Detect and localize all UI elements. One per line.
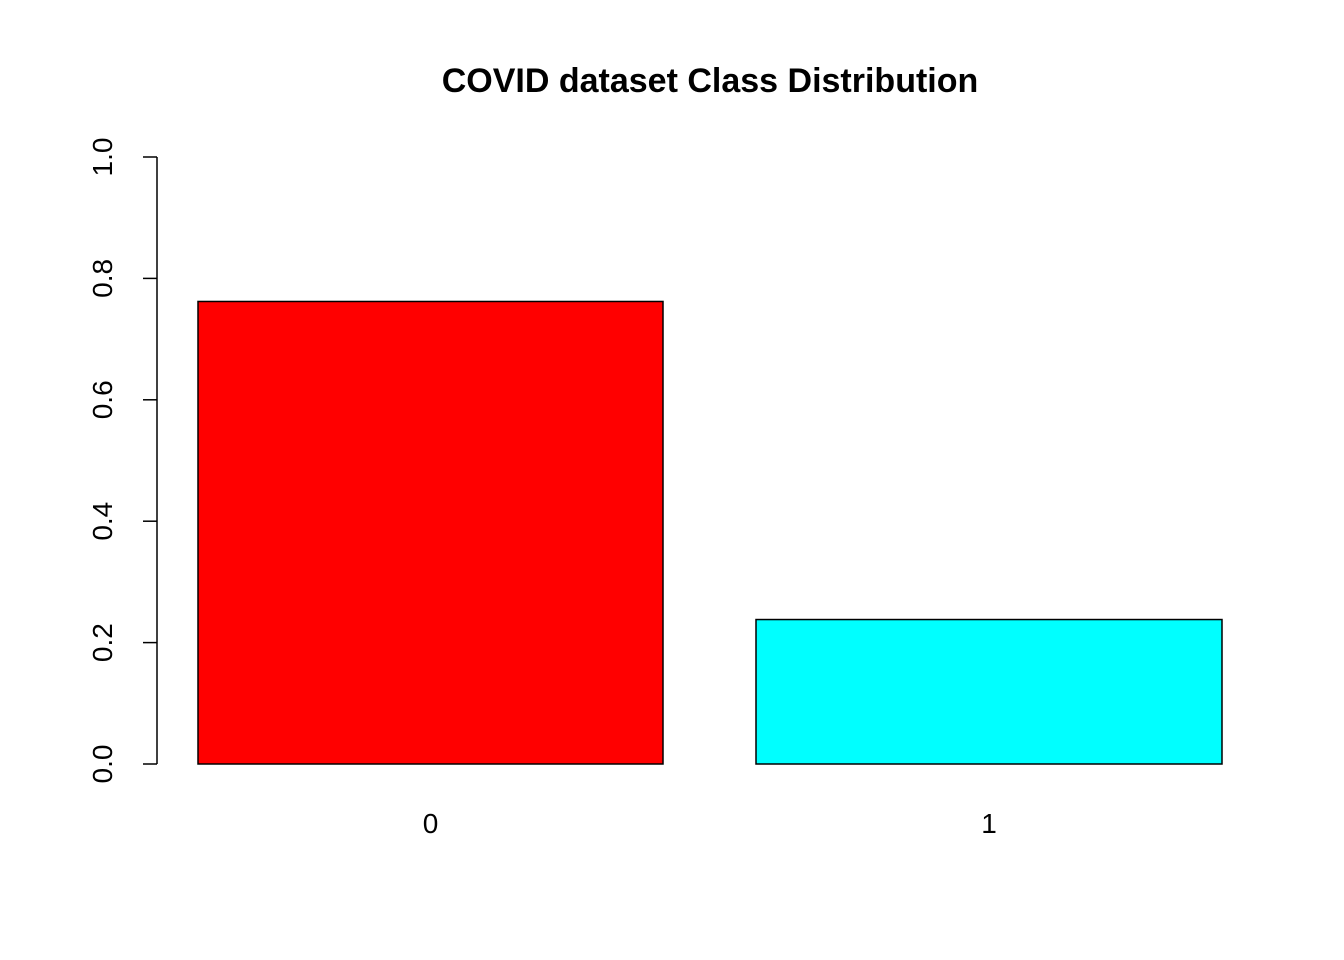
- bar-1: [755, 618, 1223, 765]
- bar-0: [197, 300, 664, 765]
- y-tick-label: 0.6: [87, 380, 118, 419]
- x-tick-label: 1: [981, 808, 997, 839]
- y-tick-label: 0.0: [87, 745, 118, 784]
- y-tick-label: 0.8: [87, 259, 118, 298]
- bars: [197, 300, 1223, 765]
- y-tick-label: 1.0: [87, 138, 118, 177]
- y-tick-label: 0.2: [87, 623, 118, 662]
- chart-title: COVID dataset Class Distribution: [442, 62, 979, 100]
- y-tick-label: 0.4: [87, 502, 118, 541]
- x-tick-label: 0: [423, 808, 439, 839]
- y-axis: 0.0 0.2 0.4 0.6 0.8 1.0: [87, 138, 157, 784]
